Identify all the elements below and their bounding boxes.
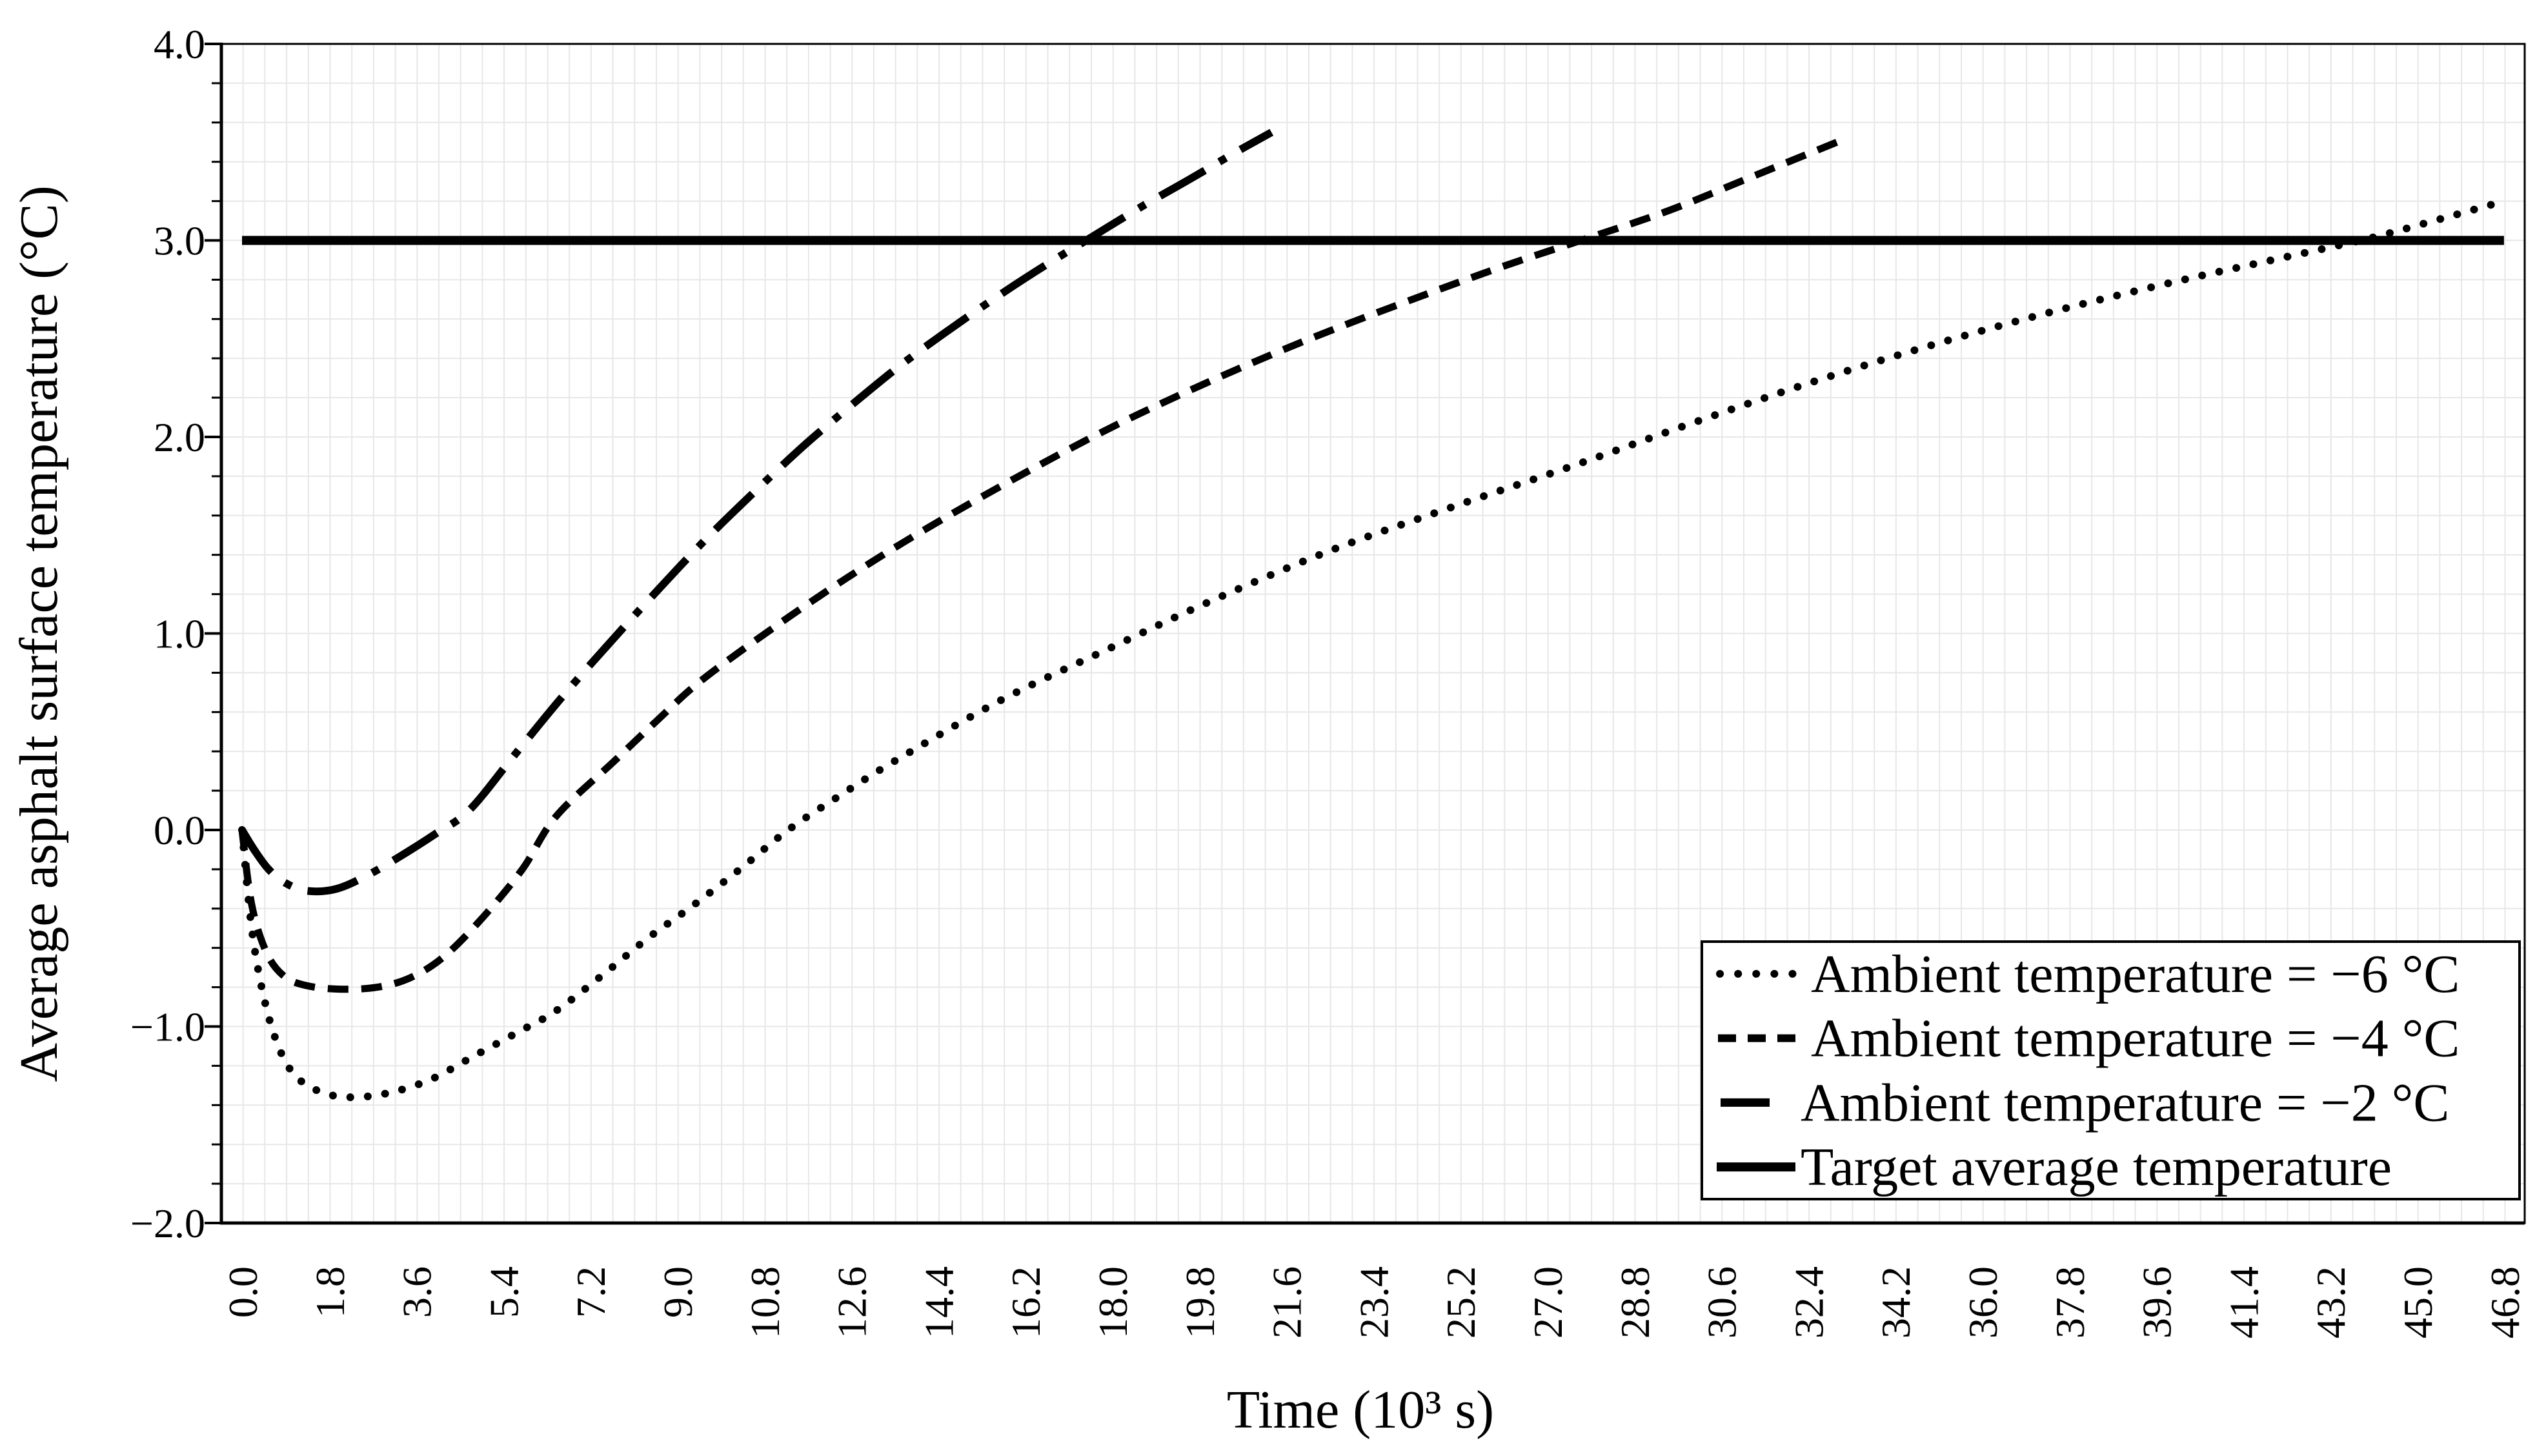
x-tick-label: 21.6 (1264, 1266, 1310, 1339)
x-tick-label: 36.0 (1960, 1266, 2006, 1339)
x-tick-label: 3.6 (394, 1266, 440, 1318)
x-tick-label: 0.0 (220, 1266, 266, 1318)
x-tick-label: 12.6 (829, 1266, 875, 1339)
x-tick-label: 10.8 (742, 1266, 788, 1339)
x-tick-label: 34.2 (1873, 1266, 1919, 1339)
x-tick-label: 37.8 (2047, 1266, 2093, 1339)
y-tick-labels: 4.0 3.0 2.0 1.0 0.0 −1.0 −2.0 (130, 21, 205, 1246)
y-tick-label: 4.0 (154, 21, 205, 67)
y-tick-label: 0.0 (154, 807, 205, 853)
x-tick-label: 5.4 (481, 1266, 527, 1318)
x-tick-label: 45.0 (2395, 1266, 2441, 1339)
y-tick-label: −2.0 (130, 1200, 205, 1246)
series-line-dashdot (238, 128, 1274, 896)
x-tick-label: 46.8 (2482, 1266, 2528, 1339)
legend-label: Ambient temperature = −4 °C (1811, 1009, 2460, 1069)
x-tick-label: 30.6 (1699, 1266, 1745, 1339)
x-tick-label: 1.8 (307, 1266, 353, 1318)
legend-label: Ambient temperature = −6 °C (1811, 944, 2460, 1004)
y-tick-label: 2.0 (154, 414, 205, 460)
x-axis-title: Time (10³ s) (1227, 1380, 1494, 1440)
x-tick-label: 9.0 (655, 1266, 701, 1318)
legend-item: Target average temperature (1717, 1137, 2392, 1197)
y-tick-label: 1.0 (154, 611, 205, 657)
x-tick-labels: 0.0 1.8 3.6 5.4 7.2 9.0 10.8 12.6 14.4 16.2 18.0 19… (220, 1266, 2528, 1339)
x-tick-label: 18.0 (1090, 1266, 1136, 1339)
legend-item: Ambient temperature = −2 °C (1721, 1073, 2449, 1133)
legend-item: Ambient temperature = −4 °C (1718, 1009, 2460, 1069)
x-tick-label: 32.4 (1786, 1266, 1832, 1339)
legend-border (1701, 940, 2521, 1200)
axes-and-ticks (205, 43, 2526, 1225)
y-tick-label: 3.0 (154, 218, 205, 264)
x-tick-label: 43.2 (2308, 1266, 2354, 1339)
legend-label: Target average temperature (1801, 1137, 2392, 1197)
x-tick-label: 14.4 (916, 1266, 962, 1339)
series-line-dotted (238, 197, 2508, 1102)
y-axis-title: Average asphalt surface temperature (°C) (9, 185, 69, 1082)
x-tick-label: 19.8 (1177, 1266, 1223, 1339)
x-tick-label: 23.4 (1351, 1266, 1397, 1339)
x-tick-label: 16.2 (1003, 1266, 1049, 1339)
series-curves (238, 128, 2508, 1102)
x-tick-label: 25.2 (1438, 1266, 1484, 1339)
legend-label: Ambient temperature = −2 °C (1801, 1073, 2449, 1133)
series-line-dashed (238, 135, 1848, 993)
x-tick-label: 41.4 (2221, 1266, 2267, 1339)
x-tick-label: 28.8 (1612, 1266, 1658, 1339)
x-tick-label: 7.2 (568, 1266, 614, 1318)
x-tick-label: 27.0 (1525, 1266, 1571, 1339)
legend-item: Ambient temperature = −6 °C (1716, 944, 2460, 1004)
y-tick-label: −1.0 (130, 1004, 205, 1050)
x-tick-label: 39.6 (2134, 1266, 2180, 1339)
